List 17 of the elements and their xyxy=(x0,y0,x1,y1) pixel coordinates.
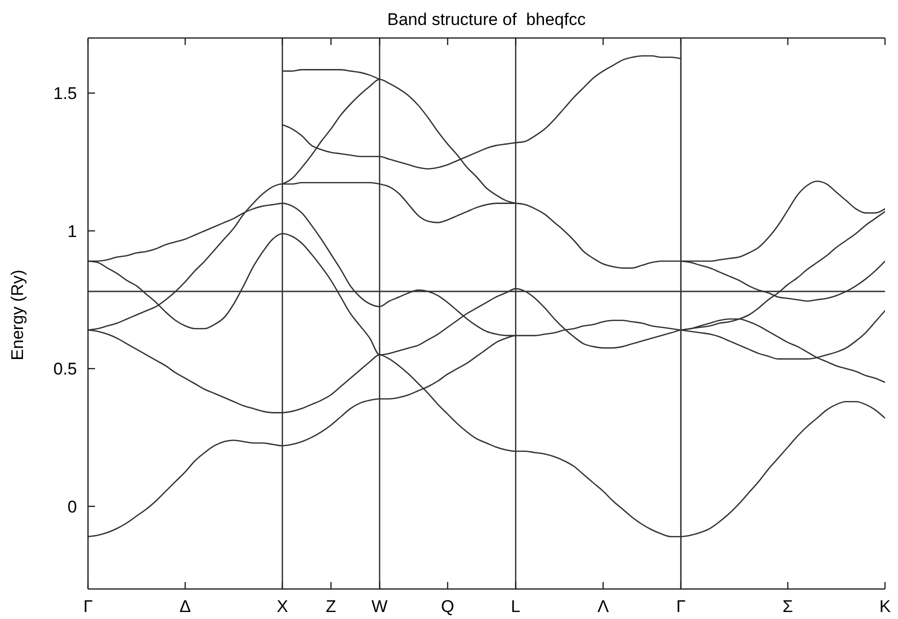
x-tick-label: Γ xyxy=(676,597,686,616)
x-tick-label: Δ xyxy=(180,597,191,616)
y-tick-label: 1 xyxy=(68,222,77,241)
chart-title: Band structure of bheqfcc xyxy=(386,9,587,31)
x-tick-label: Γ xyxy=(83,597,93,616)
y-tick-label: 0.5 xyxy=(53,360,77,379)
x-tick-label: Z xyxy=(326,597,336,616)
y-tick-label: 1.5 xyxy=(53,84,77,104)
y-tick-label: 0 xyxy=(68,497,77,516)
x-tick-label: K xyxy=(879,597,892,616)
x-tick-label: Σ xyxy=(782,597,794,616)
x-tick-label: L xyxy=(510,597,520,616)
y-axis-title: Energy (Ry) xyxy=(8,270,28,360)
x-tick-label: X xyxy=(276,597,288,616)
x-tick-label: Q xyxy=(441,597,454,616)
x-tick-label: Λ xyxy=(597,597,610,616)
x-tick-label: W xyxy=(372,597,388,616)
